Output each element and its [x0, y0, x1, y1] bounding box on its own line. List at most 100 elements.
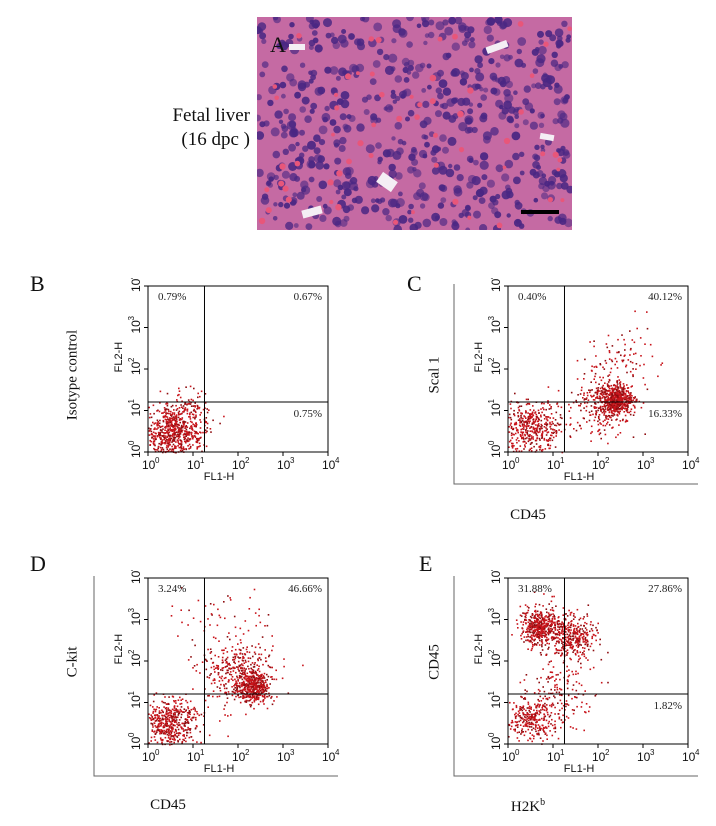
event-dot — [195, 441, 198, 443]
event-dot — [521, 696, 523, 699]
cell-nucleus — [495, 164, 504, 173]
event-dot — [524, 714, 527, 716]
cell-nucleus — [418, 149, 428, 159]
event-dot — [587, 659, 589, 661]
event-dot — [614, 387, 616, 390]
event-dot — [618, 393, 621, 395]
event-dot — [262, 675, 265, 677]
event-dot — [510, 400, 513, 403]
event-dot — [508, 426, 510, 428]
event-dot — [165, 446, 168, 449]
event-dot — [174, 709, 176, 712]
event-dot — [534, 610, 536, 613]
cell-nucleus — [340, 91, 350, 100]
event-dot — [544, 423, 546, 425]
event-dot — [163, 729, 165, 732]
event-dot — [192, 667, 194, 669]
event-dot — [527, 418, 529, 421]
event-dot — [589, 389, 592, 392]
event-dot — [164, 441, 167, 444]
cell-nucleus — [398, 28, 406, 36]
event-dot — [233, 698, 236, 701]
event-dot — [586, 421, 588, 423]
event-dot — [591, 637, 593, 640]
event-dot — [257, 677, 260, 679]
event-dot — [186, 412, 189, 415]
event-dot — [600, 409, 602, 412]
cell-nucleus — [490, 87, 498, 95]
event-dot — [175, 416, 177, 418]
cell-nucleus — [430, 149, 437, 156]
cell-nucleus — [538, 45, 547, 55]
event-dot — [614, 363, 616, 366]
event-dot — [547, 438, 550, 441]
event-dot — [174, 427, 177, 430]
event-dot — [181, 417, 184, 419]
event-dot — [206, 411, 209, 414]
event-dot — [574, 630, 576, 633]
event-dot — [216, 695, 219, 698]
event-dot — [574, 625, 577, 627]
event-dot — [187, 440, 190, 442]
event-dot — [601, 391, 604, 394]
event-dot — [153, 708, 155, 711]
event-dot — [540, 625, 543, 627]
event-dot — [207, 618, 209, 620]
cell-nucleus — [318, 125, 328, 135]
event-dot — [634, 407, 636, 409]
event-dot — [270, 676, 272, 678]
event-dot — [248, 668, 250, 670]
event-dot — [225, 691, 227, 694]
cell-nucleus — [533, 154, 541, 162]
event-dot — [624, 395, 627, 397]
event-dot — [555, 411, 558, 414]
event-dot — [251, 691, 253, 693]
event-dot — [181, 426, 184, 429]
event-dot — [246, 675, 249, 678]
event-dot — [226, 651, 229, 653]
cell-nucleus — [469, 67, 474, 73]
event-dot — [615, 399, 618, 401]
event-dot — [182, 407, 184, 409]
event-dot — [544, 702, 546, 705]
event-dot — [158, 729, 161, 731]
event-dot — [556, 623, 559, 626]
event-dot — [161, 429, 163, 432]
event-dot — [614, 405, 617, 408]
event-dot — [528, 439, 531, 441]
cell-nucleus — [466, 155, 474, 163]
event-dot — [542, 605, 544, 607]
event-dot — [169, 429, 172, 432]
event-dot — [546, 704, 548, 706]
event-dot — [513, 414, 516, 417]
event-dot — [536, 416, 538, 418]
event-dot — [156, 717, 159, 719]
event-dot — [527, 725, 529, 728]
event-dot — [556, 622, 559, 625]
event-dot — [567, 622, 570, 625]
event-dot — [608, 387, 611, 390]
event-dot — [164, 439, 167, 442]
cell-nucleus — [388, 53, 398, 63]
event-dot — [528, 435, 531, 438]
event-dot — [541, 431, 544, 434]
event-dot — [164, 429, 166, 431]
event-dot — [233, 685, 235, 687]
event-dot — [252, 676, 254, 679]
event-dot — [604, 433, 607, 436]
event-dot — [237, 656, 239, 658]
event-dot — [154, 435, 157, 437]
event-dot — [622, 407, 625, 409]
event-dot — [171, 720, 173, 722]
event-dot — [240, 689, 243, 692]
event-dot — [233, 688, 235, 691]
event-dot — [545, 615, 547, 617]
event-dot — [219, 720, 221, 722]
panel-c-ylabel: Scal 1 — [426, 356, 443, 394]
event-dot — [162, 435, 164, 437]
event-dot — [526, 425, 528, 427]
event-dot — [236, 682, 238, 685]
event-dot — [186, 729, 188, 731]
event-dot — [183, 433, 185, 435]
event-dot — [576, 650, 579, 652]
